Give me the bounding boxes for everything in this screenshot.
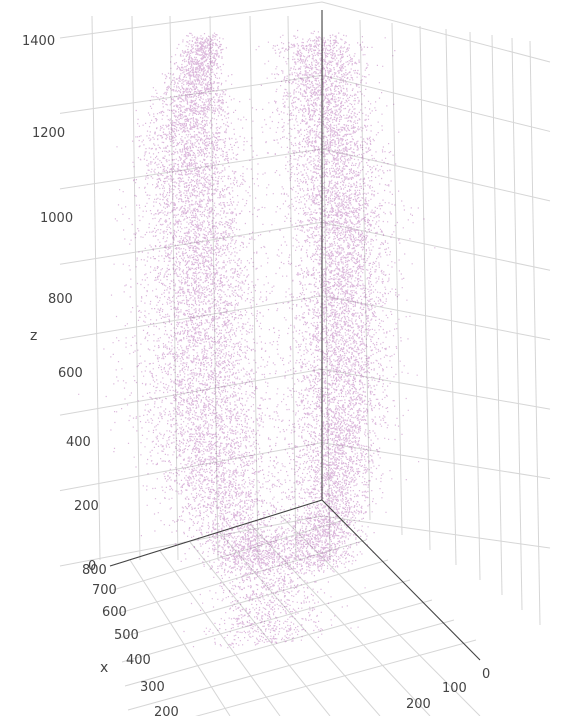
grid-line-z [59, 442, 551, 492]
grid-line-vertical [445, 28, 457, 566]
z-tick-label: 200 [74, 499, 99, 514]
grid-line-vertical [131, 15, 141, 561]
z-tick-label: 1000 [40, 211, 73, 226]
x-tick-label: 200 [154, 705, 179, 716]
grid-line-vertical [469, 31, 481, 581]
grid-line-vertical [419, 25, 431, 551]
grid-line-floor [159, 550, 281, 716]
grid-line-floor [124, 599, 433, 687]
x-tick-label: 300 [140, 680, 165, 695]
grid-line-vertical [491, 34, 503, 596]
grid-line-vertical [91, 15, 101, 561]
z-tick-label: 0 [88, 559, 96, 574]
grid-line-floor [249, 523, 431, 716]
grid-line-vertical [529, 40, 541, 626]
axis-edges [109, 10, 481, 661]
grid-line-floor [115, 539, 367, 615]
grid-line-floor [219, 532, 381, 716]
grid-line-vertical [391, 22, 403, 536]
z-axis-title: z [30, 328, 37, 344]
grid-line-floor [121, 579, 411, 663]
x-tick-label: 600 [102, 605, 127, 620]
grid-line-vertical [321, 15, 331, 561]
z-tick-label: 1200 [32, 126, 65, 141]
grid-line-vertical [209, 15, 219, 561]
grid-line-floor [129, 559, 231, 716]
grid-line-vertical [169, 15, 179, 561]
scatter-points [78, 29, 436, 649]
z-tick-label: 400 [66, 435, 91, 450]
grid-line-vertical [249, 15, 259, 561]
grid-line-floor [118, 559, 389, 639]
grid-line-vertical [359, 19, 371, 521]
y-tick-label: 200 [406, 697, 431, 712]
x-axis-line [109, 499, 323, 567]
z-tick-label: 1400 [22, 34, 55, 49]
grid-line-z [59, 221, 551, 271]
z-axis-ticks: 1400 1200 1000 800 600 400 200 0 [22, 34, 99, 574]
y-axis-ticks: 0 100 200 [406, 667, 490, 712]
grid-lines [59, 1, 551, 716]
y-tick-label: 100 [442, 681, 467, 696]
x-axis-title: x [100, 660, 108, 676]
grid-line-floor [112, 519, 345, 591]
grid-line-vertical [511, 37, 523, 611]
grid-line-floor [279, 514, 481, 716]
grid-line-floor [195, 639, 477, 716]
data-points [78, 29, 436, 649]
x-tick-label: 800 [82, 563, 107, 578]
x-axis-ticks: 800 700 600 500 400 300 200 [82, 563, 179, 716]
z-tick-label: 600 [58, 366, 83, 381]
grid-line-vertical [287, 15, 297, 561]
x-tick-label: 700 [92, 583, 117, 598]
x-tick-label: 500 [114, 628, 139, 643]
grid-line-z [59, 515, 551, 567]
grid-line-floor [189, 541, 331, 716]
y-tick-label: 0 [482, 667, 490, 682]
z-tick-label: 800 [48, 292, 73, 307]
x-tick-label: 400 [126, 653, 151, 668]
y-axis-line [321, 499, 481, 661]
grid-line-z [59, 1, 551, 63]
